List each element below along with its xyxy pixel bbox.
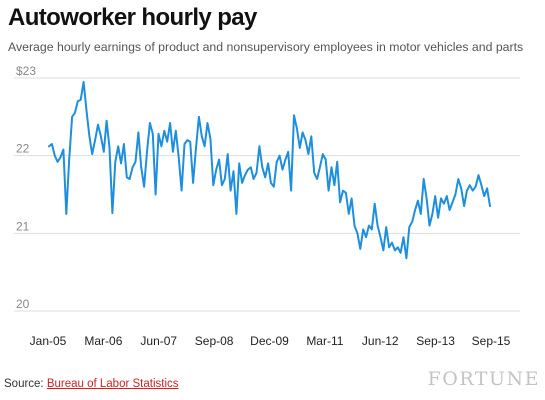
- x-tick-labels: Jan-05 Mar-06 Jun-07 Sep-08 Dec-09 Mar-11 Jun-…: [30, 334, 511, 348]
- y-tick-labels: 20 21 22 $23: [16, 64, 36, 311]
- x-tick-label: Mar-06: [84, 334, 122, 348]
- y-tick-label: 22: [16, 142, 30, 156]
- x-tick-label: Sep-13: [416, 334, 455, 348]
- x-tick-label: Mar-11: [306, 334, 343, 348]
- x-tick-label: Sep-15: [472, 334, 511, 348]
- y-tick-label: 20: [16, 297, 30, 311]
- y-tick-label: $23: [16, 64, 36, 78]
- x-tick-label: Jan-05: [30, 334, 67, 348]
- source-link[interactable]: Bureau of Labor Statistics: [46, 378, 179, 390]
- series-line: [48, 80, 491, 260]
- chart-subtitle: Average hourly earnings of product and n…: [8, 40, 524, 54]
- chart-title: Autoworker hourly pay: [8, 4, 257, 31]
- line-chart: 20 21 22 $23 Jan-05 Mar-06 Jun-07 Sep-08 Dec-09…: [14, 64, 520, 348]
- source-prefix: Source:: [4, 378, 47, 390]
- x-tick-label: Jun-12: [362, 334, 399, 348]
- x-tick-label: Jun-07: [140, 334, 177, 348]
- series-line-group: [48, 80, 491, 260]
- y-tick-label: 21: [16, 219, 30, 233]
- x-tick-label: Dec-09: [250, 334, 289, 348]
- x-tick-label: Sep-08: [195, 334, 234, 348]
- grid-lines: [14, 77, 520, 312]
- brand-logo: FORTUNE: [427, 368, 540, 390]
- source-note: Source: Bureau of Labor Statistics: [4, 378, 179, 390]
